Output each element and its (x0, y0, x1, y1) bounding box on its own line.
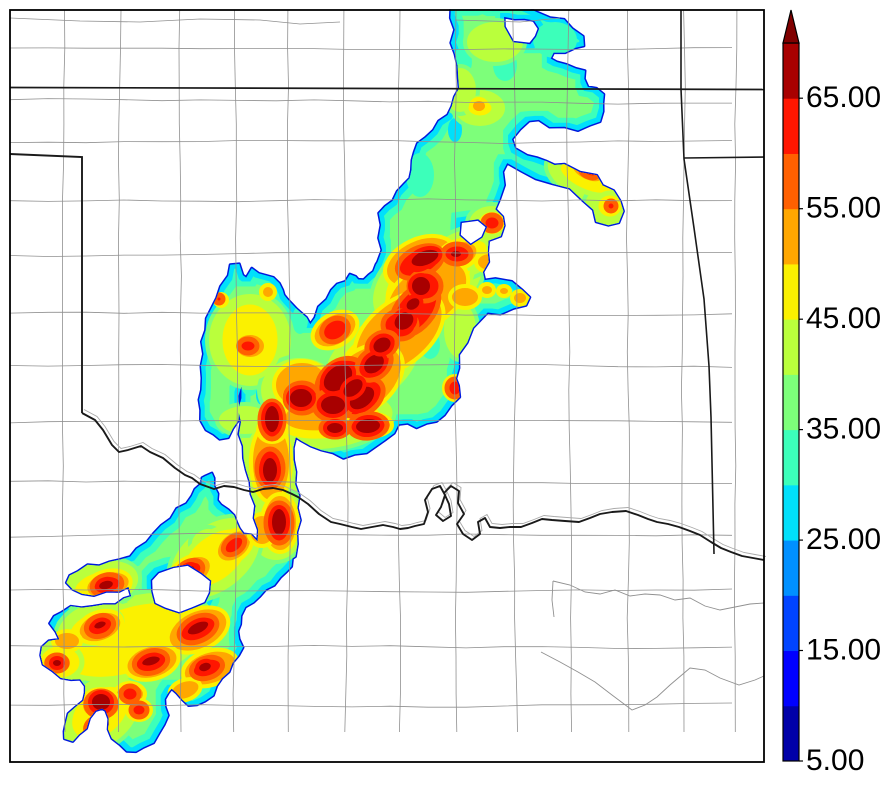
svg-text:65.00: 65.00 (806, 81, 881, 114)
svg-text:25.00: 25.00 (806, 523, 881, 556)
svg-text:55.00: 55.00 (806, 192, 881, 225)
svg-text:5.00: 5.00 (806, 744, 864, 777)
svg-text:15.00: 15.00 (806, 634, 881, 667)
svg-text:45.00: 45.00 (806, 302, 881, 335)
svg-text:35.00: 35.00 (806, 413, 881, 446)
